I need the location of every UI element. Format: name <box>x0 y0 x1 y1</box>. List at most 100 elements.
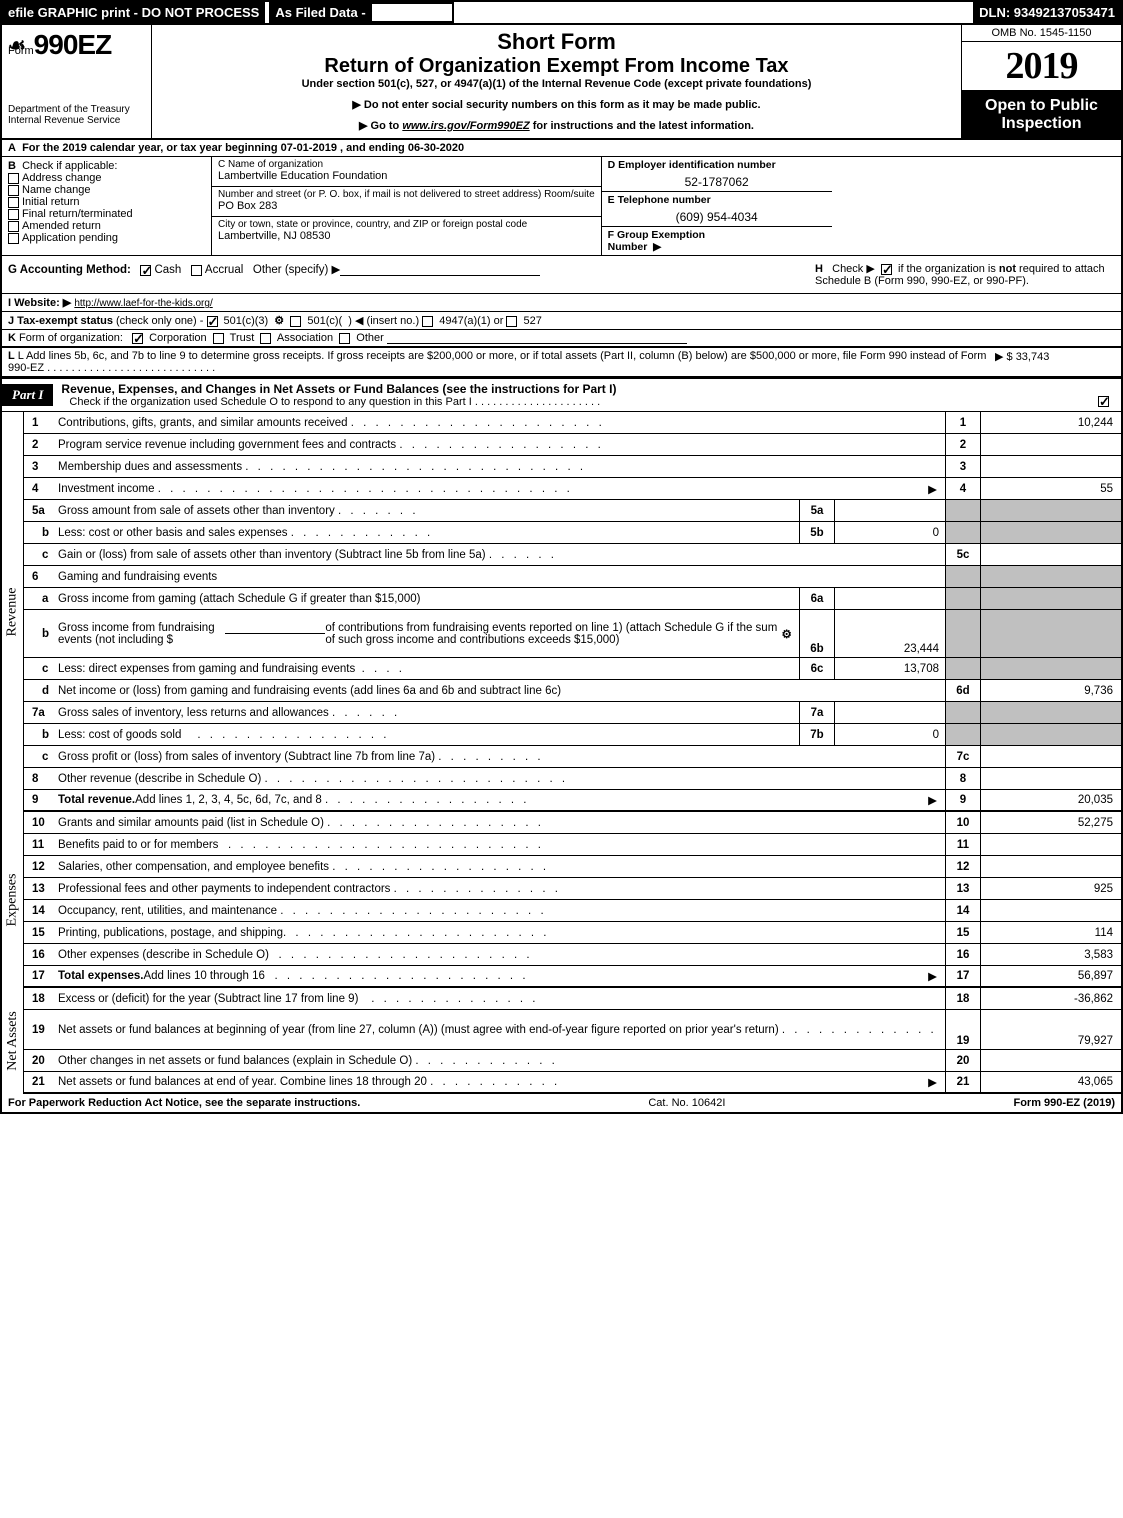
row-7b-desc: Less: cost of goods sold <box>58 729 181 741</box>
chk-501c3[interactable] <box>207 316 218 327</box>
row-11-val <box>981 834 1121 855</box>
addr-label: Number and street (or P. O. box, if mail… <box>218 189 595 200</box>
return-title: Return of Organization Exempt From Incom… <box>162 55 951 78</box>
chk-final-return[interactable] <box>8 209 19 220</box>
row-6a-val <box>835 588 945 609</box>
omb-number: OMB No. 1545-1150 <box>962 25 1121 42</box>
gross-receipts: ▶ $ 33,743 <box>995 350 1115 374</box>
row-2-desc: Program service revenue including govern… <box>58 439 396 451</box>
row-18-desc: Excess or (deficit) for the year (Subtra… <box>58 993 358 1005</box>
row-11-desc: Benefits paid to or for members <box>58 839 218 851</box>
chk-initial-return[interactable] <box>8 197 19 208</box>
section-c: C Name of organization Lambertville Educ… <box>212 157 602 255</box>
ein-value: 52-1787062 <box>602 173 832 192</box>
h-text: H Check ▶ if the organization is not req… <box>815 262 1115 287</box>
row-5b-desc: Less: cost or other basis and sales expe… <box>58 527 288 539</box>
chk-4947[interactable] <box>422 316 433 327</box>
row-5a-val <box>835 500 945 521</box>
irs-label: Internal Revenue Service <box>8 115 145 126</box>
row-1-val: 10,244 <box>981 412 1121 433</box>
row-17-val: 56,897 <box>981 966 1121 986</box>
irs-link[interactable]: www.irs.gov/Form990EZ <box>402 120 529 132</box>
row-4-desc: Investment income <box>58 483 155 495</box>
chk-accrual[interactable] <box>191 265 202 276</box>
chk-schedule-o[interactable] <box>1098 396 1109 407</box>
chk-application-pending[interactable] <box>8 233 19 244</box>
city-label: City or town, state or province, country… <box>218 219 595 230</box>
line-j: J Tax-exempt status (check only one) - 5… <box>2 312 1121 330</box>
row-5a-desc: Gross amount from sale of assets other t… <box>58 505 335 517</box>
row-6-desc: Gaming and fundraising events <box>58 571 217 583</box>
row-7c-desc: Gross profit or (loss) from sales of inv… <box>58 751 435 763</box>
chk-assoc[interactable] <box>260 333 271 344</box>
row-12-val <box>981 856 1121 877</box>
chk-address-change[interactable] <box>8 173 19 184</box>
row-15-desc: Printing, publications, postage, and shi… <box>58 927 283 939</box>
row-14-desc: Occupancy, rent, utilities, and maintena… <box>58 905 277 917</box>
org-city: Lambertville, NJ 08530 <box>218 230 595 242</box>
row-13-val: 925 <box>981 878 1121 899</box>
e-label: E Telephone number <box>602 192 832 208</box>
website-link[interactable]: http://www.laef-for-the-kids.org/ <box>74 298 212 309</box>
chk-527[interactable] <box>506 316 517 327</box>
row-1-desc: Contributions, gifts, grants, and simila… <box>58 417 348 429</box>
org-address: PO Box 283 <box>218 200 595 212</box>
chk-corp[interactable] <box>132 333 143 344</box>
org-name: Lambertville Education Foundation <box>218 170 595 182</box>
row-7b-val: 0 <box>835 724 945 745</box>
short-form-title: Short Form <box>162 29 951 55</box>
section-d-e-f: D Employer identification number 52-1787… <box>602 157 832 255</box>
efile-label: efile GRAPHIC print - DO NOT PROCESS <box>2 2 265 23</box>
row-21-val: 43,065 <box>981 1072 1121 1092</box>
row-16-desc: Other expenses (describe in Schedule O) <box>58 949 269 961</box>
form-header: Form 990EZ ☙ Department of the Treasury … <box>2 25 1121 140</box>
cat-no: Cat. No. 10642I <box>648 1097 725 1109</box>
part-1-sub: Check if the organization used Schedule … <box>69 396 471 408</box>
phone-value: (609) 954-4034 <box>602 208 832 227</box>
side-net-assets: Net Assets <box>2 988 24 1094</box>
other-specify-blank[interactable] <box>340 275 540 276</box>
row-4-val: 55 <box>981 478 1121 499</box>
row-5c-desc: Gain or (loss) from sale of assets other… <box>58 549 486 561</box>
ssn-warning: ▶ Do not enter social security numbers o… <box>162 98 951 111</box>
page-footer: For Paperwork Reduction Act Notice, see … <box>2 1094 1121 1112</box>
row-8-val <box>981 768 1121 789</box>
chk-no-schedule-b[interactable] <box>881 264 892 275</box>
row-6c-desc: Less: direct expenses from gaming and fu… <box>58 663 355 675</box>
side-revenue: Revenue <box>2 412 24 812</box>
row-20-desc: Other changes in net assets or fund bala… <box>58 1055 412 1067</box>
part-1-header: Part I Revenue, Expenses, and Changes in… <box>2 377 1121 412</box>
net-assets-table: Net Assets 18Excess or (deficit) for the… <box>2 988 1121 1094</box>
chk-501c[interactable] <box>290 316 301 327</box>
row-3-desc: Membership dues and assessments <box>58 461 242 473</box>
row-14-val <box>981 900 1121 921</box>
chk-name-change[interactable] <box>8 185 19 196</box>
tax-year: 2019 <box>962 42 1121 91</box>
row-19-desc: Net assets or fund balances at beginning… <box>58 1024 779 1036</box>
as-filed-blank <box>370 2 454 23</box>
row-6b-val: 23,444 <box>835 610 945 657</box>
side-expenses: Expenses <box>2 812 24 988</box>
row-15-val: 114 <box>981 922 1121 943</box>
row-18-val: -36,862 <box>981 988 1121 1009</box>
under-section: Under section 501(c), 527, or 4947(a)(1)… <box>162 78 951 90</box>
row-12-desc: Salaries, other compensation, and employ… <box>58 861 329 873</box>
row-g-h: G Accounting Method: Cash Accrual Other … <box>2 256 1121 294</box>
chk-other-org[interactable] <box>339 333 350 344</box>
row-3-val <box>981 456 1121 477</box>
row-6c-val: 13,708 <box>835 658 945 679</box>
chk-trust[interactable] <box>213 333 224 344</box>
row-20-val <box>981 1050 1121 1071</box>
chk-amended-return[interactable] <box>8 221 19 232</box>
d-label: D Employer identification number <box>602 157 832 173</box>
row-19-val: 79,927 <box>981 1010 1121 1049</box>
row-21-desc: Net assets or fund balances at end of ye… <box>58 1076 427 1088</box>
row-8-desc: Other revenue (describe in Schedule O) <box>58 773 261 785</box>
row-2-val <box>981 434 1121 455</box>
row-5c-val <box>981 544 1121 565</box>
line-l: L L Add lines 5b, 6c, and 7b to line 9 t… <box>2 348 1121 377</box>
row-10-val: 52,275 <box>981 812 1121 833</box>
paperwork-notice: For Paperwork Reduction Act Notice, see … <box>8 1097 360 1109</box>
line-a: A For the 2019 calendar year, or tax yea… <box>2 140 1121 157</box>
chk-cash[interactable] <box>140 265 151 276</box>
